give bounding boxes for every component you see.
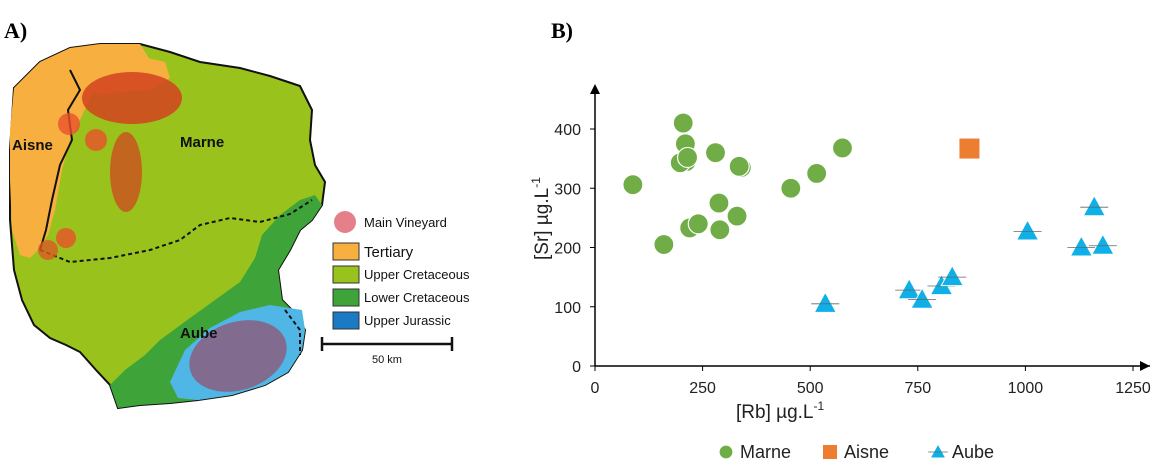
- aube-point: [910, 287, 934, 309]
- legend-label-marne: Marne: [740, 442, 791, 462]
- vineyard-aube: [189, 320, 287, 392]
- marne-point: [728, 155, 750, 177]
- aube-point: [940, 264, 965, 287]
- region-label-aube: Aube: [180, 325, 218, 342]
- aube-point: [1015, 219, 1040, 241]
- legend-label-lower-cretaceous: Lower Cretaceous: [364, 290, 470, 305]
- aube-point: [1069, 235, 1094, 257]
- marne-point: [653, 233, 675, 256]
- legend-label-tertiary: Tertiary: [364, 244, 414, 261]
- legend-swatch-upper-jurassic: [332, 311, 360, 330]
- aube-point: [1082, 194, 1107, 217]
- x-axis-label: [Rb] µg.L-1: [736, 399, 824, 423]
- map-border-aisne: [39, 69, 82, 251]
- legend-swatch-upper-cretaceous: [332, 265, 360, 284]
- marne-point: [674, 133, 696, 155]
- vineyard-aisne-4: [38, 240, 58, 260]
- chart-legend: Marne Aisne Aube: [718, 442, 994, 462]
- map-border-marne-aube: [39, 199, 313, 264]
- legend-label-upper-jurassic: Upper Jurassic: [364, 313, 451, 328]
- legend-label-upper-cretaceous: Upper Cretaceous: [364, 267, 470, 282]
- panel-b-label: B): [551, 18, 573, 43]
- map-border-east: [284, 309, 301, 355]
- legend-label-aube: Aube: [952, 442, 994, 462]
- marne-point: [622, 174, 644, 196]
- x-axis-arrow: [1140, 361, 1150, 371]
- marne-point: [780, 177, 802, 199]
- region-label-aisne: Aisne: [12, 137, 53, 154]
- marne-point: [709, 219, 731, 241]
- scale-bar-label: 50 km: [372, 354, 402, 366]
- marne-point: [806, 162, 828, 185]
- legend-label-main-vineyard: Main Vineyard: [364, 215, 447, 230]
- legend-marker-marne: [718, 444, 734, 460]
- x-tick-label: 0: [591, 380, 600, 397]
- marne-point: [675, 150, 697, 173]
- legend-swatch-main-vineyard: [334, 211, 356, 233]
- marne-point: [708, 192, 730, 214]
- vineyard-marne-north: [82, 72, 182, 124]
- x-tick-label: 750: [904, 380, 931, 397]
- map-tertiary: [10, 44, 150, 258]
- legend-swatch-lower-cretaceous: [332, 288, 360, 307]
- marne-point: [679, 217, 701, 239]
- x-tick-label: 500: [797, 380, 824, 397]
- map-legend: Main Vineyard Tertiary Upper Cretaceous …: [320, 211, 470, 366]
- marne-point: [687, 213, 709, 235]
- chart-marks: [622, 112, 1117, 313]
- marne-point: [672, 112, 694, 134]
- aube-point: [1091, 233, 1115, 255]
- panel-a-label: A): [4, 18, 28, 43]
- legend-swatch-tertiary: [332, 242, 360, 261]
- aube-point: [813, 291, 838, 313]
- geology-map: Aisne Marne Aube Main Vineyard Tertiary …: [9, 43, 470, 410]
- legend-marker-aisne: [823, 445, 837, 459]
- region-label-marne: Marne: [180, 134, 224, 151]
- vineyard-aisne-3: [56, 228, 76, 248]
- marne-point: [676, 146, 699, 169]
- marne-point: [730, 156, 752, 179]
- marne-point: [669, 152, 691, 174]
- vineyard-aisne-2: [85, 129, 107, 151]
- aisne-point: [959, 138, 980, 159]
- aube-point: [929, 273, 954, 296]
- x-tick-label: 250: [689, 380, 716, 397]
- marne-point: [704, 142, 727, 164]
- vineyard-marne-central: [110, 132, 142, 212]
- marne-point: [726, 205, 748, 227]
- x-tick-label: 1250: [1115, 380, 1151, 397]
- y-tick-label: 0: [572, 359, 581, 376]
- y-axis-arrow: [590, 84, 600, 94]
- legend-marker-aube: [929, 442, 947, 459]
- marne-point: [831, 137, 854, 159]
- vineyard-aisne-1: [58, 113, 80, 135]
- aube-point: [897, 277, 922, 300]
- legend-label-aisne: Aisne: [844, 442, 889, 462]
- x-tick-label: 1000: [1008, 380, 1044, 397]
